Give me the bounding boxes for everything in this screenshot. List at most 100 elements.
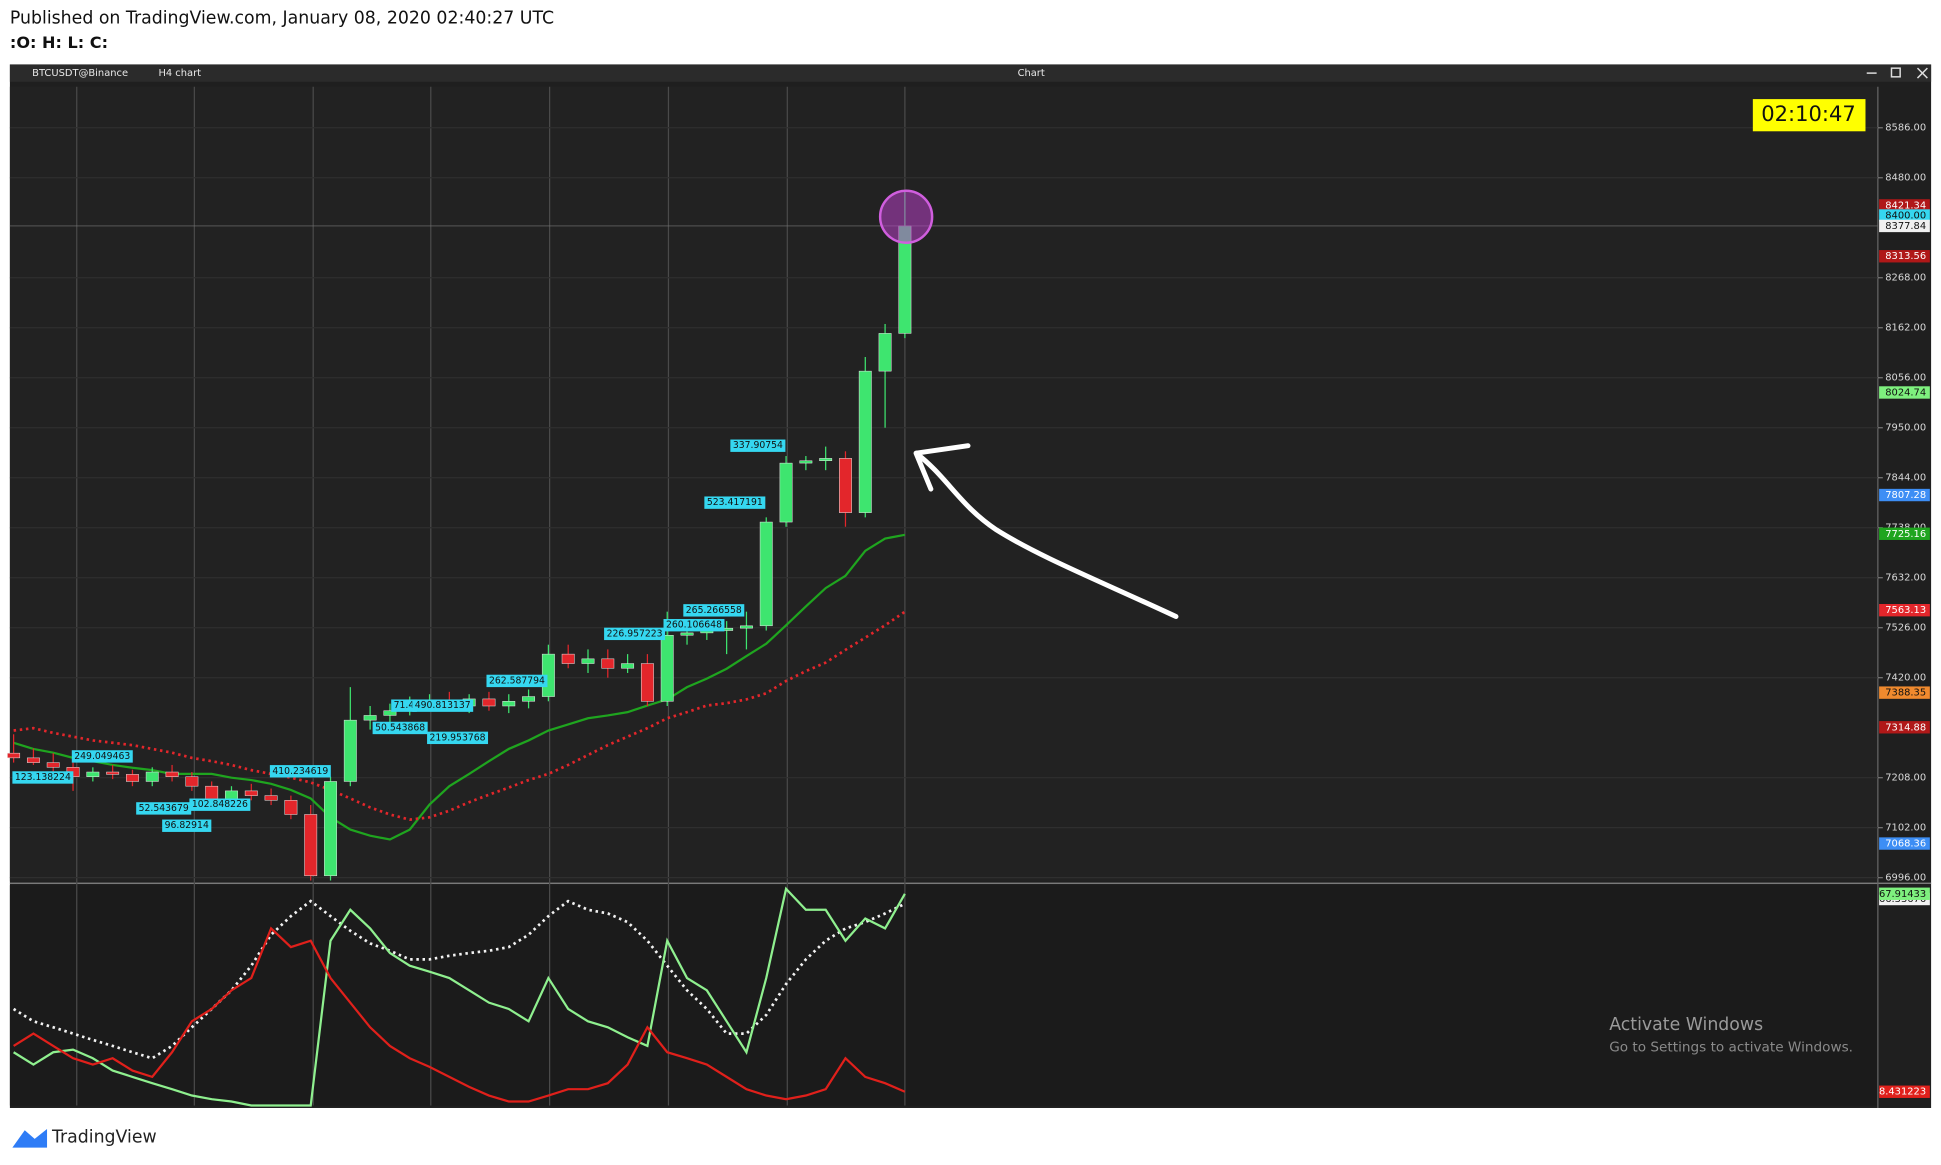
volume-label-box bbox=[391, 699, 417, 712]
price-tag-label: 7725.16 bbox=[1885, 529, 1926, 540]
volume-label: 96.82914 bbox=[165, 820, 209, 831]
price-tag-label: 8421.34 bbox=[1885, 200, 1926, 211]
ohlc-legend: :O: H: L: C: bbox=[10, 33, 108, 52]
candle-body bbox=[26, 757, 40, 763]
brand: TradingView bbox=[51, 1128, 157, 1148]
volume-label-box bbox=[604, 627, 666, 641]
candle-body bbox=[324, 781, 337, 877]
volume-label-box bbox=[372, 721, 428, 735]
volume-label: 219.953768 bbox=[430, 732, 486, 743]
volume-label: 123.138224 bbox=[15, 772, 71, 783]
y-tick-label: 7950.00 bbox=[1885, 423, 1926, 434]
interval[interactable]: H4 chart bbox=[158, 68, 201, 79]
price-tag-label: 7563.13 bbox=[1885, 605, 1926, 616]
volume-label: 249.049463 bbox=[74, 751, 130, 762]
candle-body bbox=[46, 762, 60, 768]
volume-label-box bbox=[412, 699, 474, 712]
price-tag-label: 8313.56 bbox=[1885, 251, 1926, 262]
price-pane bbox=[9, 86, 1878, 882]
indicator-line bbox=[13, 886, 906, 1107]
price-tag bbox=[1879, 721, 1930, 734]
drawn-arrow bbox=[913, 443, 1179, 620]
candle-body bbox=[482, 698, 496, 707]
oscillator-pane bbox=[9, 885, 1878, 1106]
candle-body bbox=[878, 333, 892, 372]
chart-layer: 6996.00 7102.00 7208.00 7420.00 7526.00 7632.… bbox=[7, 86, 1930, 1107]
indicator-line bbox=[12, 899, 906, 1060]
window-controls[interactable] bbox=[1866, 67, 1928, 79]
highlight-circle bbox=[878, 189, 934, 244]
candle-body bbox=[145, 771, 159, 782]
price-tag-label: 8024.74 bbox=[1885, 387, 1926, 398]
y-tick-label: 6996.00 bbox=[1885, 873, 1926, 884]
volume-label-box bbox=[486, 674, 548, 688]
candle-body bbox=[165, 771, 179, 777]
y-tick-label: 7526.00 bbox=[1885, 623, 1926, 634]
candle-body bbox=[601, 658, 615, 669]
candle-body bbox=[779, 462, 793, 523]
candle-body bbox=[264, 795, 278, 801]
volume-label-box bbox=[136, 802, 192, 815]
candle-body bbox=[185, 776, 199, 787]
price-tag bbox=[1879, 887, 1930, 900]
price-tag bbox=[1879, 209, 1930, 222]
y-tick-label: 7420.00 bbox=[1885, 673, 1926, 684]
volume-label: 262.587794 bbox=[489, 675, 545, 686]
candle-body bbox=[740, 625, 753, 629]
volume-label-box bbox=[189, 798, 251, 811]
indicator-line bbox=[13, 926, 906, 1103]
candle-body bbox=[680, 632, 694, 636]
candle-body bbox=[126, 774, 139, 782]
y-tick-label: 8586.00 bbox=[1885, 123, 1926, 134]
indicator-line bbox=[13, 533, 906, 841]
candle-body bbox=[244, 790, 258, 796]
price-tag-label: 7807.28 bbox=[1885, 490, 1926, 501]
volume-label: 50.543868 bbox=[375, 722, 425, 733]
price-tag bbox=[1879, 527, 1930, 540]
candle-body bbox=[106, 771, 120, 775]
price-tag-label: 7314.88 bbox=[1885, 722, 1926, 733]
volume-label-box bbox=[71, 750, 133, 763]
price-tag bbox=[1879, 488, 1930, 502]
price-tag bbox=[1879, 686, 1930, 699]
volume-label: 260.106648 bbox=[666, 620, 722, 631]
candle-body bbox=[819, 458, 833, 461]
candle-body bbox=[858, 370, 872, 513]
candle-body bbox=[561, 653, 575, 664]
candle-body bbox=[284, 800, 298, 815]
candle-body bbox=[304, 814, 318, 877]
price-tag bbox=[1879, 250, 1930, 263]
volume-label-box bbox=[683, 604, 745, 617]
volume-label: 523.417191 bbox=[707, 497, 763, 508]
candle-body bbox=[7, 752, 21, 759]
symbol[interactable]: BTCUSDT@Binance bbox=[32, 68, 128, 79]
price-tag-label: 8.431223 bbox=[1879, 1087, 1926, 1098]
activation-subtitle: Go to Settings to activate Windows. bbox=[1609, 1039, 1853, 1055]
price-tag bbox=[1879, 1085, 1930, 1098]
volume-label: 226.957223 bbox=[607, 628, 663, 639]
volume-label: 337.90754 bbox=[733, 440, 783, 451]
price-tag-label: 7388.35 bbox=[1885, 688, 1926, 699]
candle-body bbox=[640, 663, 654, 702]
candle-body bbox=[581, 658, 595, 664]
volume-label-box bbox=[162, 819, 212, 832]
volume-label-box bbox=[269, 765, 331, 778]
candle-body bbox=[759, 521, 773, 627]
y-tick-label: 8480.00 bbox=[1885, 173, 1926, 184]
candle-body bbox=[621, 663, 635, 669]
y-tick-label: 8162.00 bbox=[1885, 323, 1926, 334]
volume-label-box bbox=[427, 731, 489, 745]
publish-title: Published on TradingView.com, January 08… bbox=[10, 9, 554, 29]
y-tick-label: 7632.00 bbox=[1885, 573, 1926, 584]
volume-label: 265.266558 bbox=[686, 605, 742, 616]
candle-body bbox=[343, 719, 357, 782]
candle-body bbox=[839, 458, 852, 513]
toolbar bbox=[9, 64, 1932, 82]
price-tag bbox=[1879, 604, 1930, 617]
y-tick-label: 7102.00 bbox=[1885, 823, 1926, 834]
indicator-line bbox=[13, 610, 906, 822]
price-tag bbox=[1879, 386, 1930, 399]
candle-body bbox=[799, 460, 813, 464]
